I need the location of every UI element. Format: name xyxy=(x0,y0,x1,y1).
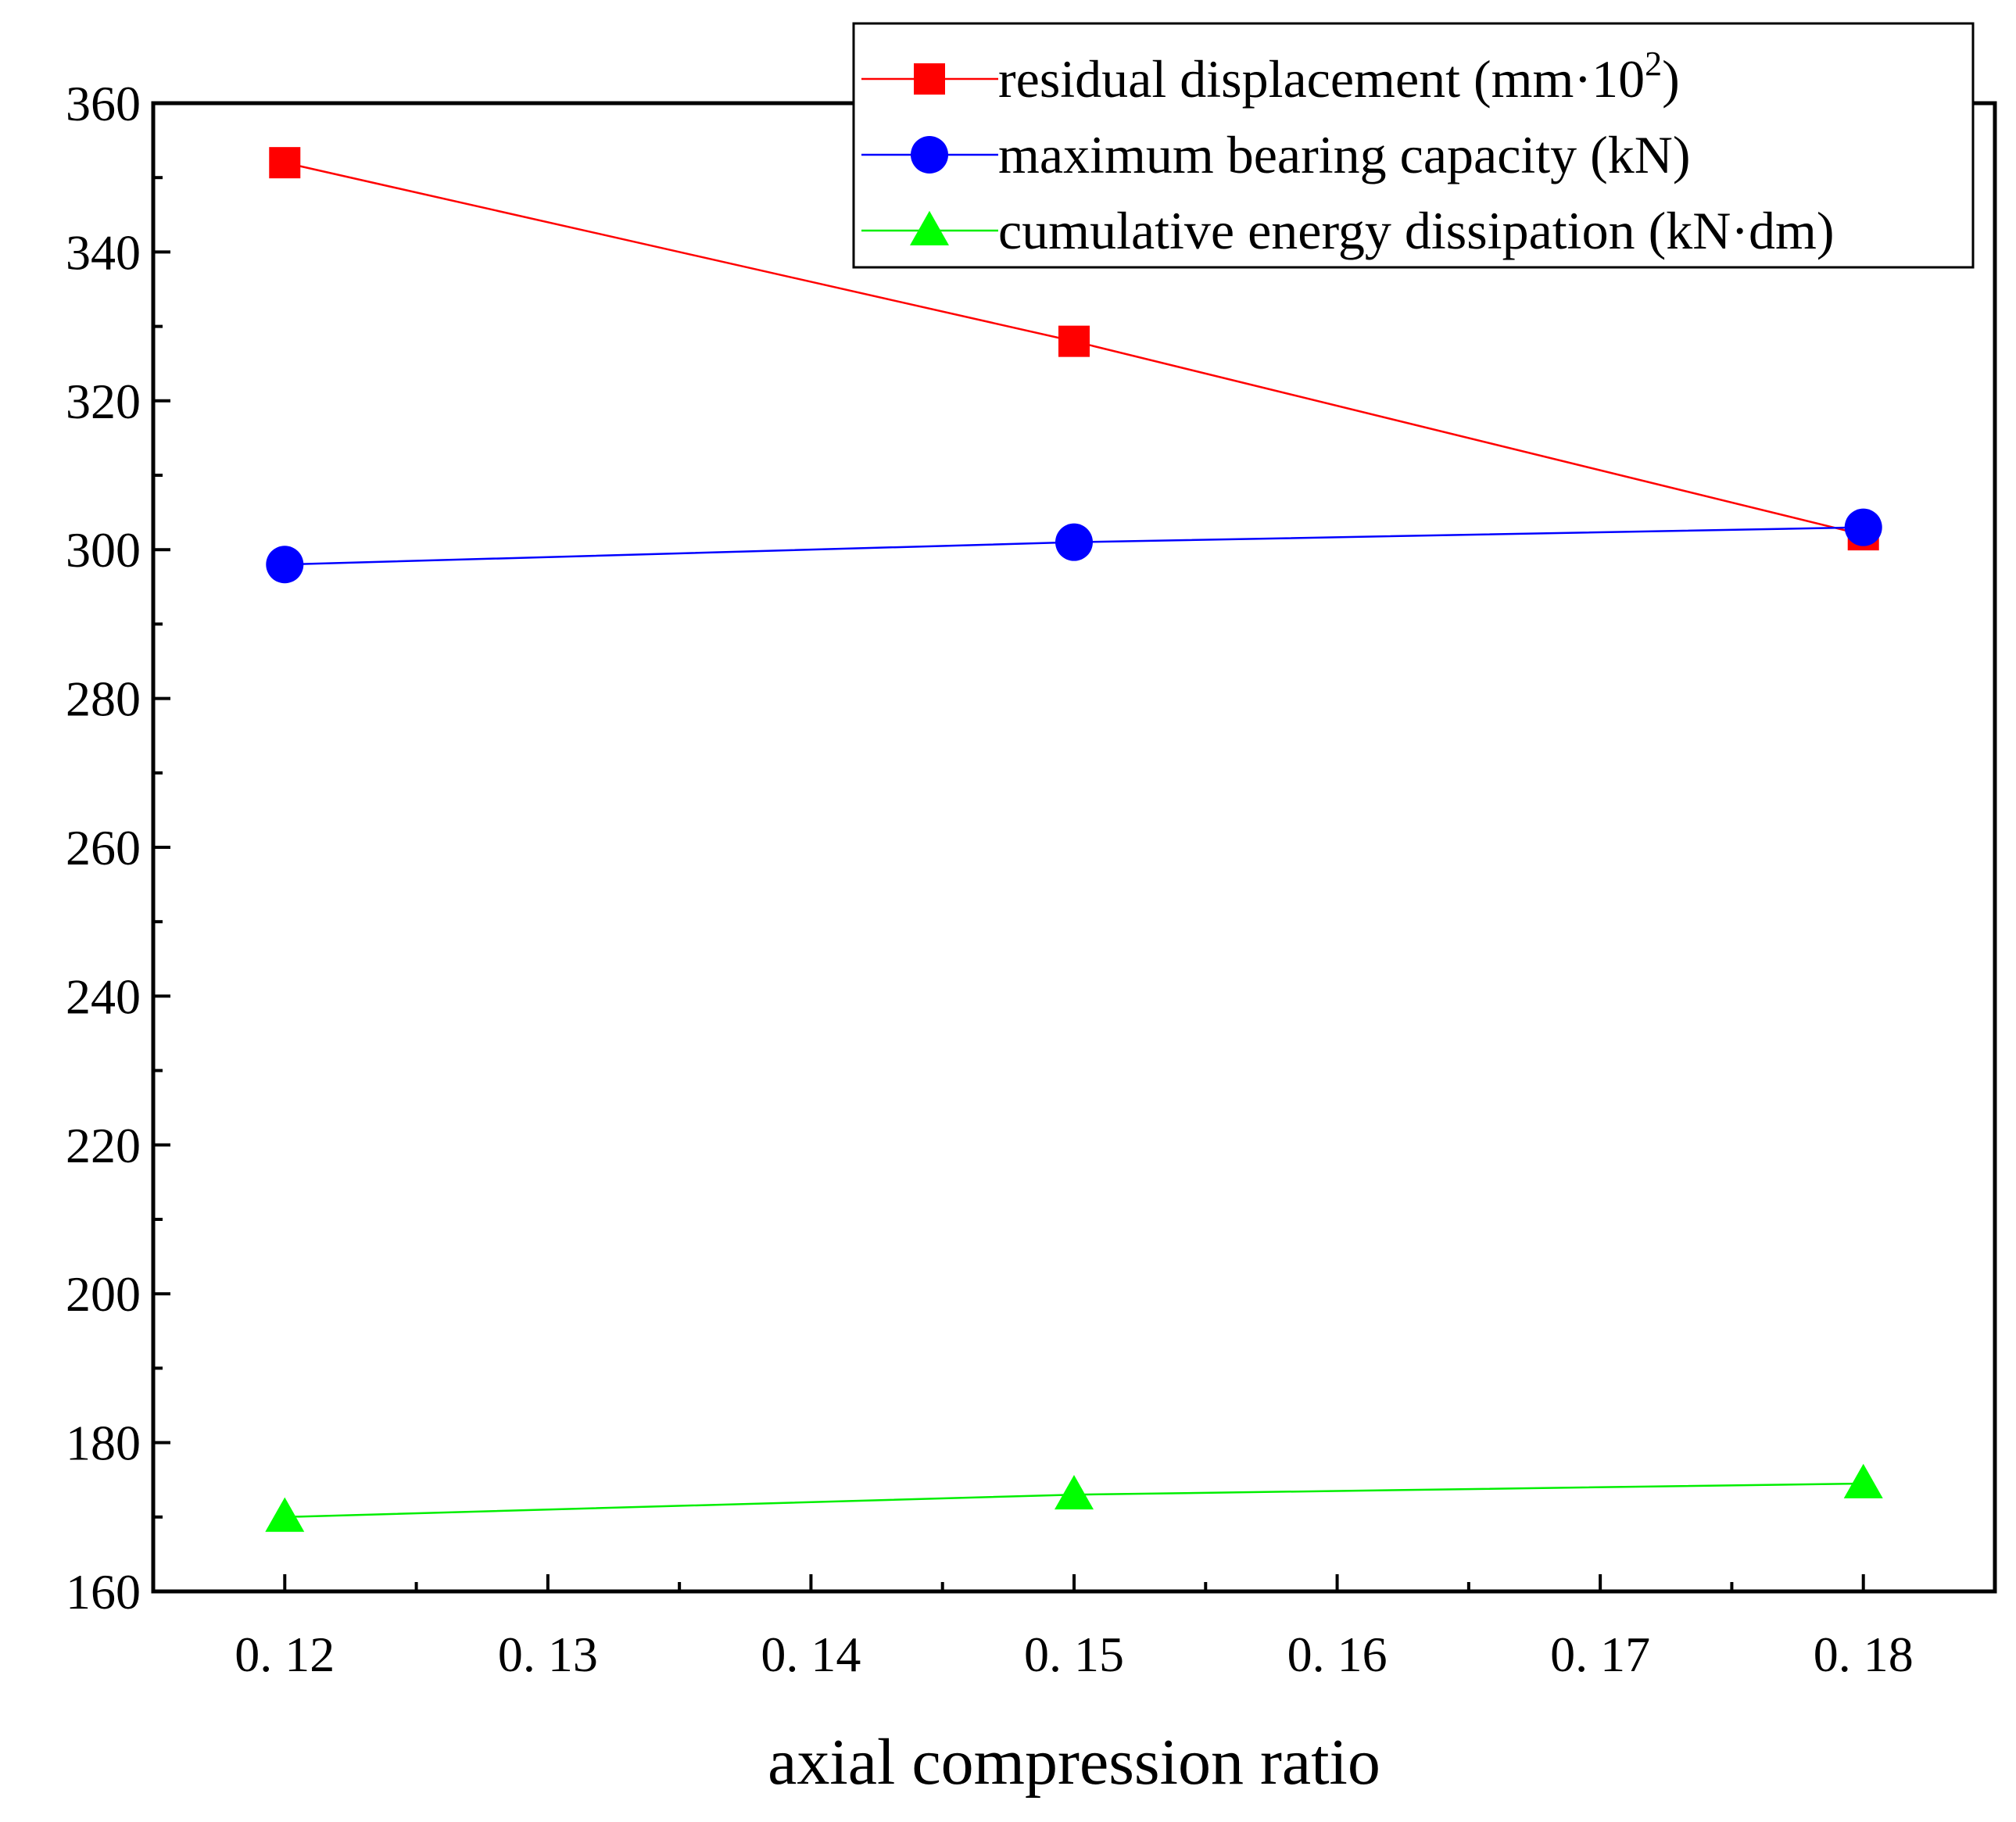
legend-box xyxy=(852,22,1975,269)
legend-label: residual displacement (mm·102) xyxy=(998,45,1680,109)
x-tick-label: 0. 15 xyxy=(1024,1627,1124,1682)
data-point-circle xyxy=(266,546,304,584)
data-point-square xyxy=(269,147,301,179)
series-circle xyxy=(266,508,1882,584)
y-tick-label: 300 xyxy=(66,522,141,578)
x-tick-label: 0. 16 xyxy=(1287,1627,1388,1682)
data-point-square xyxy=(1058,325,1090,357)
x-tick-label: 0. 17 xyxy=(1550,1627,1650,1682)
y-tick-label: 320 xyxy=(66,374,141,429)
series-layer xyxy=(265,147,1883,1532)
legend-label: maximum bearing capacity (kN) xyxy=(998,125,1691,184)
data-point-circle xyxy=(1844,508,1882,546)
legend-label-text: maximum bearing capacity (kN) xyxy=(998,125,1691,184)
legend-label-tail: ) xyxy=(1662,49,1680,109)
legend: residual displacement (mm·102) maximum be… xyxy=(852,22,1975,269)
y-tick-label: 340 xyxy=(66,224,141,280)
y-tick-label: 160 xyxy=(66,1564,141,1620)
legend-marker-square xyxy=(914,63,945,95)
y-axis: 160 180 200 220 240 260 280 300 320 340 360 xyxy=(66,76,170,1620)
legend-marker-circle xyxy=(911,136,948,174)
y-tick-label: 220 xyxy=(66,1118,141,1173)
data-point-circle xyxy=(1055,523,1093,561)
y-tick-label: 260 xyxy=(66,820,141,875)
legend-label-text: cumulative energy dissipation (kN·dm) xyxy=(998,201,1835,260)
y-tick-label: 240 xyxy=(66,968,141,1024)
legend-label-superscript: 2 xyxy=(1645,45,1662,83)
legend-label: cumulative energy dissipation (kN·dm) xyxy=(998,201,1835,260)
x-axis: 0. 12 0. 13 0. 14 0. 15 0. 16 0. 17 0. 18 xyxy=(235,1574,1914,1682)
x-tick-label: 0. 13 xyxy=(498,1627,598,1682)
data-point-triangle xyxy=(1055,1475,1094,1510)
legend-label-text: residual displacement (mm·10 xyxy=(998,49,1645,109)
y-tick-label: 360 xyxy=(66,76,141,131)
data-point-triangle xyxy=(265,1497,305,1532)
y-tick-label: 200 xyxy=(66,1266,141,1322)
x-tick-label: 0. 14 xyxy=(761,1627,861,1682)
data-point-triangle xyxy=(1843,1463,1883,1498)
x-tick-label: 0. 12 xyxy=(235,1627,335,1682)
legend-marker-triangle xyxy=(910,210,949,245)
y-tick-label: 180 xyxy=(66,1416,141,1471)
series-triangle xyxy=(265,1463,1883,1532)
x-axis-title: axial compression ratio xyxy=(768,1726,1380,1799)
x-tick-label: 0. 18 xyxy=(1814,1627,1914,1682)
y-tick-label: 280 xyxy=(66,671,141,727)
